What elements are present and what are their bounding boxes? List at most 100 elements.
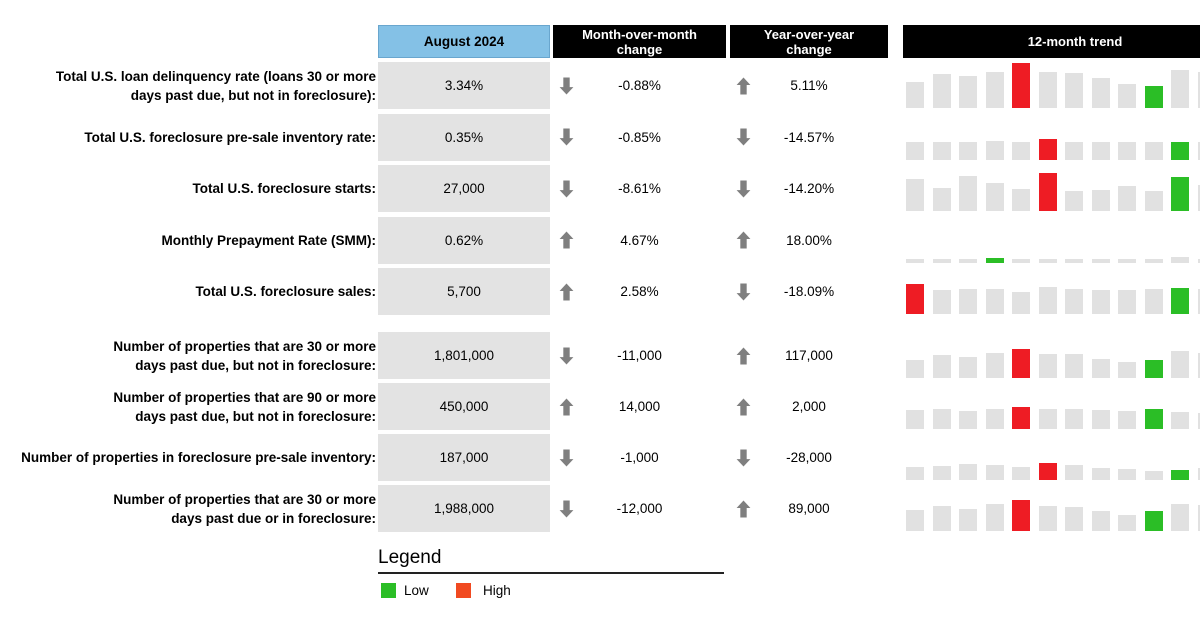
- row-label: Total U.S. foreclosure sales:: [0, 268, 376, 315]
- trend-bar: [1118, 84, 1136, 108]
- trend-bar: [959, 76, 977, 108]
- trend-bar: [959, 509, 977, 531]
- trend-bar: [1091, 410, 1110, 429]
- trend-sparkline: [906, 217, 1200, 264]
- mom-change-value: -0.88%: [618, 78, 661, 93]
- mom-change-value: -0.85%: [618, 129, 661, 145]
- down-arrow-icon: [559, 347, 574, 364]
- trend-bar: [1118, 411, 1136, 429]
- row-label: Number of properties that are 30 or more…: [0, 485, 376, 532]
- trend-bar: [959, 357, 977, 378]
- column-header-line: Year-over-year: [763, 26, 855, 42]
- trend-bar: [1144, 258, 1163, 263]
- up-arrow-icon: [736, 347, 751, 364]
- mom-change-cell: -8.61%: [553, 165, 726, 212]
- yoy-change-value: -14.57%: [783, 129, 835, 145]
- row-label-text: Number of properties that are 30 or more…: [113, 491, 376, 526]
- trend-bar: [1065, 191, 1083, 211]
- trend-bar: [906, 82, 924, 108]
- mom-change-value: -12,000: [616, 501, 663, 516]
- column-header-current-month: August 2024: [378, 25, 550, 58]
- table-row: Total U.S. loan delinquency rate (loans …: [0, 62, 1200, 109]
- trend-bar: [1118, 362, 1136, 378]
- legend-title: Legend: [378, 547, 442, 568]
- trend-bar: [1144, 289, 1163, 314]
- trend-bar-low: [1171, 470, 1189, 480]
- yoy-change-value: 117,000: [785, 348, 833, 363]
- table-row: Total U.S. foreclosure sales: 5,700 2.58…: [0, 268, 1200, 315]
- trend-bar: [932, 506, 951, 531]
- trend-bar: [1065, 73, 1083, 108]
- trend-bar-high: [1012, 500, 1030, 531]
- up-arrow-icon: [559, 231, 574, 249]
- row-label: Number of properties that are 90 or more…: [0, 383, 376, 430]
- trend-bar: [1065, 289, 1083, 314]
- trend-bar: [1171, 256, 1189, 263]
- trend-bar: [1091, 511, 1110, 531]
- yoy-change-cell: -14.57%: [730, 114, 888, 161]
- trend-bar: [932, 409, 951, 429]
- yoy-change-cell: 117,000: [730, 332, 888, 379]
- down-arrow-icon: [736, 449, 751, 466]
- mom-change-value: 2.58%: [620, 284, 659, 299]
- trend-sparkline: [906, 62, 1200, 109]
- table-row: Number of properties in foreclosure pre-…: [0, 434, 1200, 481]
- up-arrow-icon: [736, 231, 751, 249]
- mom-change-cell: 14,000: [553, 383, 726, 430]
- current-value-cell: 187,000: [378, 434, 550, 481]
- trend-bar: [1144, 141, 1163, 160]
- trend-bar: [985, 353, 1004, 378]
- trend-bar: [906, 510, 924, 531]
- trend-bar: [932, 141, 951, 160]
- trend-bar-low: [1144, 409, 1163, 429]
- row-label-text: Total U.S. foreclosure starts:: [192, 181, 376, 196]
- trend-bar: [932, 355, 951, 378]
- trend-bar: [1012, 189, 1030, 211]
- trend-bar-high: [1012, 349, 1030, 378]
- trend-bar: [1091, 78, 1110, 108]
- trend-bar: [1038, 72, 1057, 108]
- legend-high-label: High: [483, 583, 511, 598]
- mom-change-cell: -1,000: [553, 434, 726, 481]
- trend-bar-high: [1038, 173, 1057, 211]
- mom-change-value: 14,000: [618, 399, 661, 414]
- up-arrow-icon: [736, 398, 751, 415]
- trend-bar: [1065, 507, 1083, 531]
- trend-bar-high: [906, 284, 924, 314]
- trend-bar: [985, 72, 1004, 108]
- yoy-change-cell: -28,000: [730, 434, 888, 481]
- yoy-change-cell: -18.09%: [730, 268, 888, 315]
- trend-bar-low: [985, 257, 1004, 263]
- trend-bar: [1118, 258, 1136, 263]
- trend-bar: [1091, 141, 1110, 160]
- row-label: Monthly Prepayment Rate (SMM):: [0, 217, 376, 264]
- current-value-cell: 450,000: [378, 383, 550, 430]
- up-arrow-icon: [559, 283, 574, 300]
- trend-bar: [985, 504, 1004, 531]
- row-label-text: Total U.S. loan delinquency rate (loans …: [55, 68, 376, 103]
- trend-bar: [959, 289, 977, 314]
- trend-bar: [932, 74, 951, 108]
- row-label: Total U.S. foreclosure pre-sale inventor…: [0, 114, 376, 161]
- column-header-yoy-change: Year-over-year change: [730, 25, 888, 58]
- row-label: Total U.S. foreclosure starts:: [0, 165, 376, 212]
- trend-bar: [1038, 287, 1057, 314]
- trend-bar-low: [1144, 360, 1163, 378]
- trend-sparkline: [906, 332, 1200, 379]
- down-arrow-icon: [736, 128, 751, 146]
- trend-bar: [959, 258, 977, 263]
- trend-bar: [1065, 354, 1083, 378]
- down-arrow-icon: [559, 500, 574, 517]
- trend-bar: [1144, 191, 1163, 211]
- mom-change-value: -8.61%: [618, 181, 661, 196]
- trend-bar: [1197, 468, 1200, 480]
- trend-bar: [1065, 141, 1083, 160]
- trend-bar: [959, 141, 977, 160]
- current-value-cell: 3.34%: [378, 62, 550, 109]
- row-label-text: Number of properties in foreclosure pre-…: [21, 450, 376, 465]
- yoy-change-value: -18.09%: [783, 284, 835, 299]
- trend-bar-low: [1144, 86, 1163, 108]
- yoy-change-cell: 5.11%: [730, 62, 888, 109]
- trend-bar: [1171, 351, 1189, 378]
